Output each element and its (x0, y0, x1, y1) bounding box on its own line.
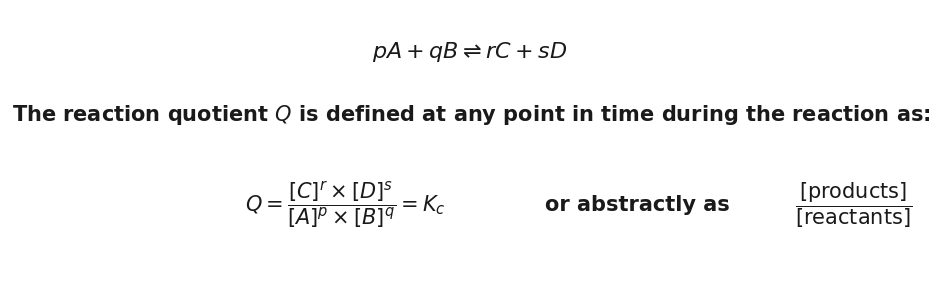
Text: or abstractly as: or abstractly as (545, 195, 729, 215)
Text: $Q=\dfrac{[C]^{r}\times[D]^{s}}{[A]^{p}\times[B]^{q}}=K_{c}$: $Q=\dfrac{[C]^{r}\times[D]^{s}}{[A]^{p}\… (245, 179, 446, 231)
Text: $pA+qB\rightleftharpoons rC+sD$: $pA+qB\rightleftharpoons rC+sD$ (372, 40, 568, 64)
Text: $\dfrac{[\mathrm{products}]}{[\mathrm{reactants}]}$: $\dfrac{[\mathrm{products}]}{[\mathrm{re… (795, 180, 912, 230)
Text: The reaction quotient $Q$ is defined at any point in time during the reaction as: The reaction quotient $Q$ is defined at … (12, 103, 931, 127)
